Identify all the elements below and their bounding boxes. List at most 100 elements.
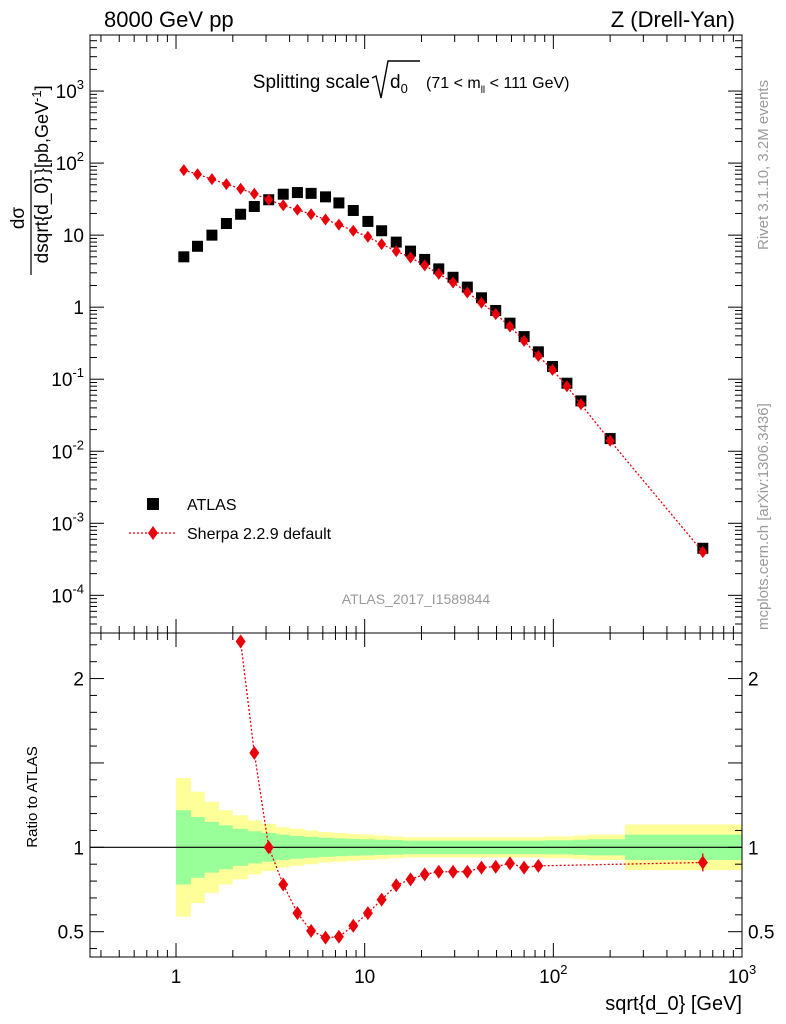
ratio-sherpa-point — [504, 856, 515, 871]
sherpa-point — [334, 218, 344, 231]
ratio-sherpa-point — [376, 892, 387, 907]
atlas-data-point — [405, 245, 417, 257]
ratio-sherpa-point — [490, 859, 501, 874]
sherpa-point — [179, 164, 189, 177]
main-y-tick-label: 102 — [56, 149, 84, 175]
atlas-data-point — [333, 197, 345, 209]
ratio-sherpa-point — [333, 929, 344, 944]
ratio-sherpa-point — [320, 930, 331, 945]
main-y-tick-label: 10-1 — [51, 365, 84, 391]
plot-title: Splitting scale d0 (71 < mll < 111 GeV) — [253, 60, 569, 99]
atlas-data-point — [305, 187, 317, 199]
ratio-y-axis-label: Ratio to ATLAS — [24, 746, 41, 847]
ratio-panel-axes: 1 10 102 103 0.5 0.5 1 1 2 2 — [58, 633, 774, 988]
ratio-sherpa-point — [263, 840, 274, 855]
side-rivet-label: Rivet 3.1.10, 3.2M events — [755, 80, 772, 250]
ratio-x-tick-label: 103 — [728, 962, 756, 988]
plot-title-range: (71 < mll < 111 GeV) — [426, 75, 569, 96]
ratio-sherpa-point — [306, 923, 317, 938]
ratio-y-tick-label-right: 0.5 — [748, 923, 774, 944]
ratio-sherpa-point — [292, 906, 303, 921]
main-y-tick-label: 10-3 — [51, 509, 84, 535]
ratio-sherpa-point — [448, 864, 459, 879]
main-y-tick-label: 10 — [63, 226, 84, 247]
header-beam-label: 8000 GeV pp — [104, 7, 234, 32]
y-label-numerator: dσ — [8, 207, 29, 230]
atlas-data-point — [320, 191, 332, 203]
sherpa-point — [278, 199, 288, 212]
y-label-unit: [pb,GeV-1] — [29, 85, 52, 168]
ratio-y-tick-label-right: 2 — [748, 670, 759, 691]
sherpa-point — [533, 350, 543, 363]
sherpa-point — [391, 245, 401, 258]
sherpa-point — [236, 182, 246, 195]
sherpa-point — [348, 224, 358, 237]
main-panel-content — [178, 164, 709, 558]
ratio-sherpa-point — [249, 745, 260, 760]
y-label-brace: } — [32, 168, 52, 174]
ratio-x-tick-label: 1 — [171, 967, 182, 988]
sherpa-point — [321, 213, 331, 226]
sherpa-point — [292, 203, 302, 216]
sherpa-point — [576, 398, 586, 411]
atlas-data-point — [347, 204, 359, 216]
sherpa-point — [519, 334, 529, 347]
ratio-sherpa-point — [533, 858, 544, 873]
main-y-tick-label: 10-4 — [51, 581, 84, 607]
sherpa-point — [193, 168, 203, 181]
sherpa-point — [448, 276, 458, 289]
analysis-id-label: ATLAS_2017_I1589844 — [342, 591, 491, 607]
legend-atlas-marker — [147, 498, 159, 510]
legend-sherpa-marker — [148, 526, 158, 540]
sherpa-point — [377, 238, 387, 251]
atlas-data-point — [362, 215, 374, 227]
main-y-axis-label: dσ dsqrt{d_0} [pb,GeV-1] } — [8, 85, 53, 275]
ratio-sherpa-point — [519, 860, 530, 875]
ratio-sherpa-point — [348, 918, 359, 933]
sqrt-sign — [371, 60, 420, 99]
sherpa-point — [306, 208, 316, 221]
ratio-y-tick-label-left: 2 — [73, 670, 84, 691]
ratio-sherpa-point — [462, 864, 473, 879]
ratio-panel-frame — [89, 632, 743, 958]
ratio-sherpa-point — [476, 860, 487, 875]
ratio-x-tick-label: 10 — [354, 967, 375, 988]
legend: ATLAS Sherpa 2.2.9 default — [129, 497, 332, 543]
ratio-sherpa-point — [278, 877, 289, 892]
sherpa-point — [562, 380, 572, 393]
main-y-tick-label: 103 — [56, 77, 84, 103]
header-process-label: Z (Drell-Yan) — [611, 7, 735, 32]
sherpa-point — [462, 286, 472, 299]
sherpa-point — [548, 363, 558, 376]
atlas-data-point — [192, 240, 204, 252]
sherpa-point — [605, 434, 615, 447]
ratio-y-tick-label-left: 0.5 — [58, 923, 84, 944]
atlas-data-point — [390, 236, 402, 248]
ratio-sherpa-line — [239, 641, 703, 939]
atlas-data-point — [248, 200, 260, 212]
ratio-sherpa-point — [362, 906, 373, 921]
sherpa-point — [363, 230, 373, 243]
sherpa-line — [183, 169, 704, 553]
ratio-y-tick-label-left: 1 — [73, 838, 84, 859]
ratio-panel-content — [90, 634, 742, 945]
sherpa-point — [207, 173, 217, 186]
y-label-denominator: dsqrt{d_0} — [32, 177, 53, 264]
sherpa-point — [491, 308, 501, 321]
ratio-sherpa-point — [235, 634, 246, 649]
ratio-sherpa-point — [405, 872, 416, 887]
atlas-data-point — [178, 251, 190, 263]
ratio-sherpa-point — [419, 867, 430, 882]
atlas-data-point — [291, 187, 303, 199]
ratio-x-axis-label: sqrt{d_0} [GeV] — [605, 993, 742, 1015]
sherpa-point — [406, 251, 416, 264]
sherpa-point — [420, 259, 430, 272]
ratio-y-tick-label-right: 1 — [748, 838, 759, 859]
main-panel-frame — [89, 34, 743, 634]
ratio-sherpa-point — [391, 878, 402, 893]
atlas-data-point — [220, 218, 232, 230]
sherpa-point — [434, 267, 444, 280]
sherpa-point — [221, 178, 231, 191]
side-source-label: mcplots.cern.ch [arXiv:1306.3436] — [755, 403, 772, 630]
